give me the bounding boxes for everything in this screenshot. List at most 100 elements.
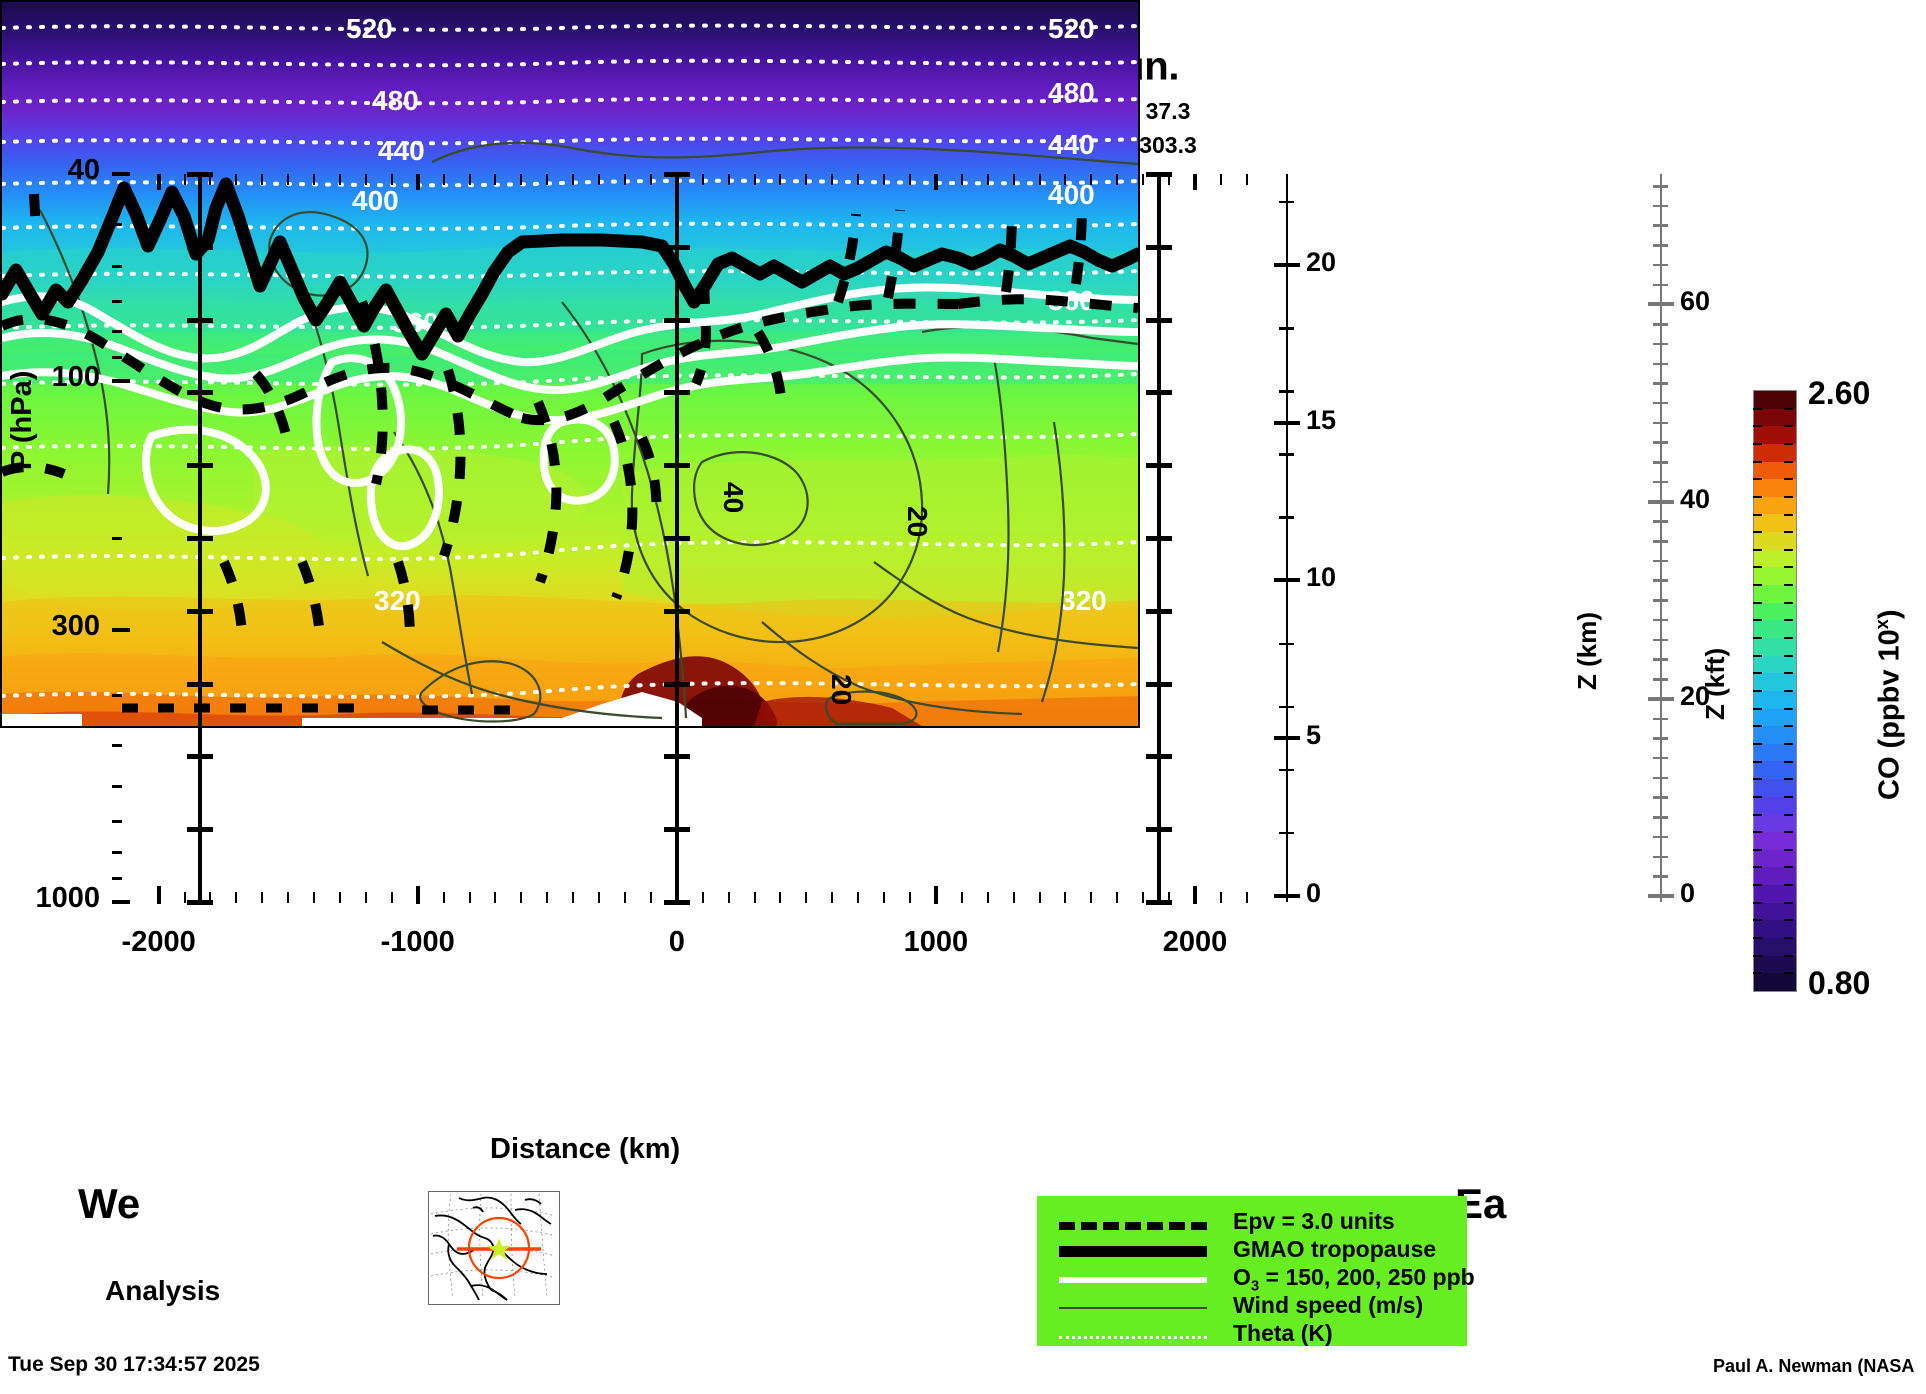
plot-area: 520 480 440 400 360 320 520 480 440 400 …	[0, 0, 1140, 728]
colorbar-tick	[1784, 778, 1793, 781]
x-axis-minor-tick	[1064, 892, 1067, 903]
colorbar-tick	[1784, 813, 1793, 816]
z-axis-minor-tick	[1279, 200, 1294, 204]
segment-marker-tick	[187, 754, 214, 760]
z-axis-minor-tick	[1653, 618, 1668, 622]
x-axis-minor-tick	[1194, 892, 1196, 903]
colorbar-title: CO (ppbv 10x)	[1872, 610, 1907, 801]
colorbar-tick	[1784, 725, 1793, 728]
colorbar-tick	[1753, 742, 1762, 745]
colorbar-tick	[1784, 531, 1793, 534]
z-axis-tick-label: 5	[1306, 720, 1322, 751]
colorbar-band	[1754, 920, 1796, 938]
center-marker-icon	[487, 1238, 511, 1260]
y-axis-minor-tick	[112, 785, 122, 789]
segment-marker-tick	[663, 172, 690, 177]
colorbar-tick	[1753, 972, 1762, 975]
z-axis-tick-label: 15	[1306, 404, 1337, 435]
svg-text:320: 320	[374, 585, 421, 616]
segment-marker-tick	[663, 390, 690, 396]
x-axis-minor-tick	[157, 174, 160, 185]
colorbar-band	[1754, 496, 1796, 515]
theta-labels-right: 520 480 440 400 360 320	[1048, 13, 1107, 616]
z-axis-minor-tick	[1653, 816, 1668, 819]
x-axis-minor-tick	[468, 892, 471, 903]
z-axis-tick-label: 0	[1680, 878, 1696, 908]
z-axis-minor-tick	[1653, 599, 1668, 602]
colorbar-tick	[1784, 848, 1793, 851]
segment-marker-tick	[187, 317, 214, 323]
x-axis-minor-tick	[883, 174, 886, 185]
colorbar-tick	[1784, 619, 1793, 622]
colorbar-band	[1754, 902, 1796, 921]
x-axis-minor-tick	[1245, 892, 1248, 903]
x-axis-minor-tick	[235, 174, 238, 185]
x-axis-minor-tick	[624, 892, 626, 903]
y-axis-minor-tick	[112, 223, 122, 227]
z-axis-major-tick	[1274, 736, 1300, 741]
colorbar-tick	[1784, 954, 1793, 957]
z-axis-minor-tick	[1653, 283, 1668, 287]
colorbar-tick	[1753, 795, 1762, 798]
z-axis-minor-tick	[1653, 263, 1668, 267]
x-axis-minor-tick	[909, 892, 911, 903]
x-axis-minor-tick	[857, 174, 860, 185]
z-axis-minor-tick	[1653, 382, 1668, 385]
z-axis-minor-tick	[1653, 737, 1668, 740]
colorbar-tick	[1753, 619, 1762, 622]
z-axis-minor-tick	[1653, 697, 1668, 701]
colorbar-band	[1754, 796, 1796, 815]
colorbar-tick	[1753, 690, 1762, 692]
x-axis-minor-tick	[494, 174, 497, 185]
segment-marker-tick	[663, 244, 690, 250]
svg-text:20: 20	[826, 674, 857, 705]
x-axis-minor-tick	[1142, 892, 1145, 903]
colorbar-tick	[1784, 919, 1793, 922]
z-axis-minor-tick	[1279, 516, 1294, 519]
z-axis-minor-tick	[1653, 421, 1668, 425]
svg-text:20: 20	[902, 506, 933, 537]
segment-marker-tick	[1145, 536, 1172, 541]
svg-text:440: 440	[1048, 129, 1095, 160]
segment-marker-tick	[1145, 754, 1172, 760]
z-km-axis-title: Z (km)	[1572, 612, 1602, 690]
z-axis-minor-tick	[1279, 895, 1294, 898]
author-credit: Paul A. Newman (NASA	[1713, 1356, 1915, 1376]
x-axis-minor-tick	[494, 892, 497, 903]
x-axis-minor-tick	[598, 892, 601, 903]
z-axis-minor-tick	[1279, 705, 1294, 709]
z-axis-minor-tick	[1653, 500, 1668, 504]
z-axis-minor-tick	[1653, 342, 1668, 346]
segment-marker-tick	[1145, 463, 1172, 469]
z-axis-minor-tick	[1653, 717, 1668, 720]
x-axis-minor-tick	[701, 892, 704, 903]
colorbar-tick	[1784, 407, 1793, 410]
x-axis-minor-tick	[598, 174, 601, 185]
colorbar-tick	[1784, 654, 1793, 657]
colorbar-band	[1754, 532, 1796, 550]
z-axis-minor-tick	[1653, 303, 1668, 306]
z-axis-minor-tick	[1653, 855, 1668, 859]
y-axis-major-tick	[112, 900, 130, 904]
colorbar-tick	[1753, 848, 1762, 851]
legend-item-label: Epv = 3.0 units	[1233, 1208, 1395, 1234]
epv-surface-stubs	[122, 703, 522, 715]
theta-contours	[2, 23, 1138, 699]
x-axis-minor-tick	[1245, 174, 1248, 185]
colorbar-max-label: 2.60	[1808, 375, 1871, 411]
x-axis-minor-tick	[909, 174, 911, 185]
colorbar-band	[1754, 690, 1796, 709]
colorbar-tick	[1753, 778, 1762, 781]
y-axis-minor-tick	[112, 850, 122, 854]
segment-marker-tick	[1145, 827, 1172, 833]
y-axis-minor-tick	[112, 744, 122, 748]
colorbar-tick	[1753, 866, 1762, 869]
z-kft-axis-title: Z (kft)	[1700, 647, 1730, 720]
tropopause-line	[2, 177, 1138, 361]
z-axis-minor-tick	[1279, 263, 1294, 267]
x-axis-minor-tick	[1116, 174, 1119, 185]
x-axis-minor-tick	[779, 174, 782, 185]
x-axis-minor-tick	[649, 174, 652, 185]
colorbar-tick	[1784, 901, 1793, 904]
y-axis-major-tick	[112, 627, 130, 632]
